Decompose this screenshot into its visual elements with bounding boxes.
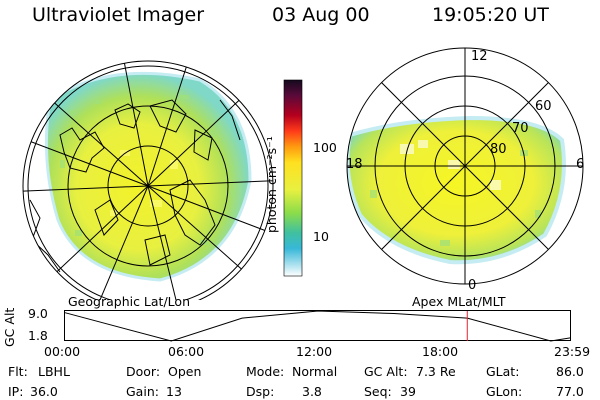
door-value: Open bbox=[168, 364, 202, 379]
glon-label: GLon: bbox=[486, 384, 523, 399]
colorbar bbox=[283, 79, 303, 277]
geographic-map bbox=[22, 60, 274, 300]
glat-value: 86.0 bbox=[556, 364, 584, 379]
ip-label: IP: bbox=[8, 384, 24, 399]
gc-alt-label: GC Alt: bbox=[364, 364, 408, 379]
time-tick-1200: 12:00 bbox=[296, 344, 333, 359]
colorbar-tick-100: 100 bbox=[313, 140, 337, 155]
altitude-plot bbox=[64, 310, 572, 342]
colorbar-unit-label: photon cm⁻²s⁻¹ bbox=[264, 136, 279, 233]
lat-label-70: 70 bbox=[512, 121, 529, 136]
lat-label-60: 60 bbox=[535, 99, 552, 114]
ip-value: 36.0 bbox=[30, 384, 58, 399]
filter-label: Flt: bbox=[8, 364, 28, 379]
filter-value: LBHL bbox=[38, 364, 70, 379]
altitude-min-label: 1.8 bbox=[28, 328, 48, 343]
magnetic-map: 12 6 0 18 60 70 80 bbox=[346, 47, 584, 293]
glat-label: GLat: bbox=[486, 364, 520, 379]
seq-label: Seq: bbox=[364, 384, 392, 399]
geographic-label: Geographic Lat/Lon bbox=[68, 294, 190, 309]
mode-value: Normal bbox=[292, 364, 338, 379]
mode-label: Mode: bbox=[246, 364, 285, 379]
lat-label-80: 80 bbox=[490, 142, 507, 157]
time-tick-1800: 18:00 bbox=[422, 344, 459, 359]
altitude-axis-label: GC Alt bbox=[2, 307, 17, 347]
time-tick-2359: 23:59 bbox=[554, 344, 591, 359]
magnetic-label: Apex MLat/MLT bbox=[412, 294, 506, 309]
time-tick-0600: 06:00 bbox=[168, 344, 205, 359]
mlt-label-6: 6 bbox=[576, 157, 584, 172]
date-label: 03 Aug 00 bbox=[272, 4, 370, 26]
mlt-label-18: 18 bbox=[346, 157, 363, 172]
glon-value: 77.0 bbox=[556, 384, 584, 399]
instrument-title: Ultraviolet Imager bbox=[32, 4, 205, 26]
gain-label: Gain: bbox=[126, 384, 159, 399]
time-label: 19:05:20 UT bbox=[432, 4, 549, 26]
altitude-curve bbox=[64, 310, 572, 342]
gc-alt-value: 7.3 Re bbox=[416, 364, 456, 379]
altitude-max-label: 9.0 bbox=[28, 306, 48, 321]
time-tick-0000: 00:00 bbox=[44, 344, 81, 359]
seq-value: 39 bbox=[400, 384, 416, 399]
gain-value: 13 bbox=[166, 384, 182, 399]
mlt-label-12: 12 bbox=[471, 49, 488, 64]
dsp-label: Dsp: bbox=[246, 384, 275, 399]
dsp-value: 3.8 bbox=[302, 384, 322, 399]
door-label: Door: bbox=[126, 364, 161, 379]
mlt-label-0: 0 bbox=[468, 278, 476, 293]
colorbar-tick-10: 10 bbox=[313, 229, 329, 244]
